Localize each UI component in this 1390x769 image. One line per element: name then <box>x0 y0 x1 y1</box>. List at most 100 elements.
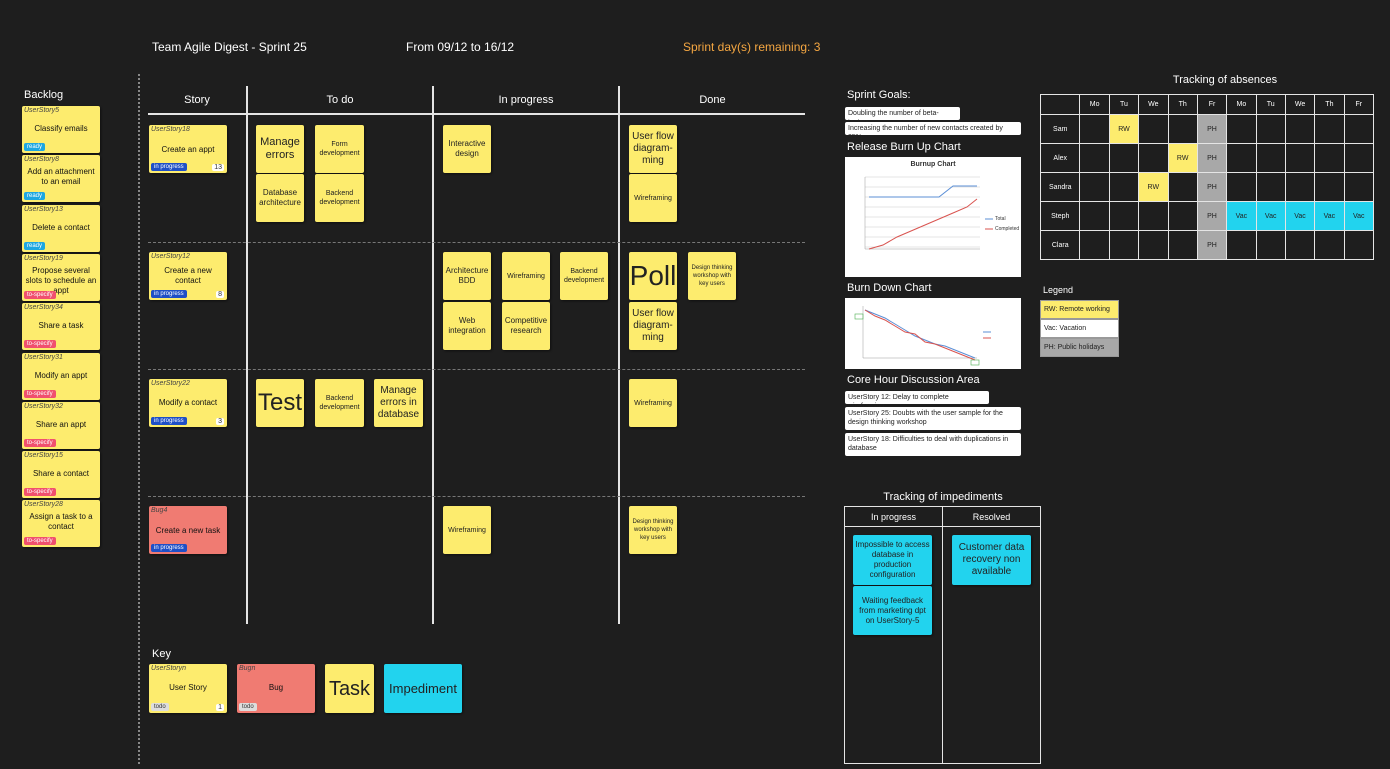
absence-cell <box>1226 114 1257 144</box>
task-label: Wireframing <box>507 272 545 280</box>
status-badge: in progress <box>151 417 187 425</box>
absence-cell <box>1343 114 1375 144</box>
sprint-goals-title: Sprint Goals: <box>847 89 911 101</box>
absence-cell: PH <box>1196 114 1228 144</box>
burndown-title: Burn Down Chart <box>847 282 932 294</box>
impediment-card[interactable]: Impossible to access database in product… <box>853 535 932 585</box>
absence-cell: PH <box>1196 143 1228 173</box>
task-card[interactable]: Poll <box>629 252 677 300</box>
story-id: UserStory18 <box>151 126 190 133</box>
row-separator <box>148 369 805 370</box>
bug-card[interactable]: Bug4 Create a new task in progress <box>149 506 227 554</box>
task-label: Form development <box>319 141 360 157</box>
absences-title: Tracking of absences <box>1172 74 1278 86</box>
task-label: Test <box>258 389 303 416</box>
impediments-col-inprogress: In progress <box>870 512 917 522</box>
backlog-separator <box>138 74 140 764</box>
absence-cell: Vac <box>1314 201 1345 231</box>
task-card[interactable]: Web integration <box>443 302 491 350</box>
bug-id: Bug4 <box>151 507 168 514</box>
story-title: Classify emails <box>34 124 88 133</box>
impediments-divider <box>942 506 943 764</box>
backlog-card[interactable]: UserStory28 Assign a task to a contact to-… <box>22 500 100 548</box>
task-card[interactable]: Interactive design <box>443 125 491 173</box>
key-user-story: UserStoryn User Story todo 1 <box>149 664 227 713</box>
key-task: Task <box>325 664 374 713</box>
task-card[interactable]: Database architecture <box>256 174 304 222</box>
task-card[interactable]: Wireframing <box>629 379 677 427</box>
person-name: Sandra <box>1039 172 1081 202</box>
absence-cell: PH <box>1196 172 1228 202</box>
task-label: Backend development <box>563 268 605 284</box>
status-badge: todo <box>239 703 257 711</box>
day-header: We <box>1284 94 1316 115</box>
backlog-card[interactable]: UserStory5 Classify emails ready <box>22 106 100 153</box>
task-card[interactable]: Backend development <box>315 174 364 222</box>
backlog-card[interactable]: UserStory15 Share a contact to-specify <box>22 451 100 499</box>
status-badge: in progress <box>151 163 187 171</box>
story-title: Share a task <box>38 321 84 331</box>
task-label: Design thinking workshop with key users <box>632 519 674 541</box>
status-badge: todo <box>151 703 169 711</box>
story-points: 1 <box>216 704 224 711</box>
backlog-card[interactable]: UserStory19 Propose several slots to sche… <box>22 253 100 301</box>
board-header-line <box>148 113 805 115</box>
story-card[interactable]: UserStory12 Create a new contact in prog… <box>149 252 227 300</box>
absence-cell <box>1343 143 1375 173</box>
task-card[interactable]: Design thinking workshop with key users <box>688 252 736 300</box>
task-card[interactable]: Test <box>256 379 304 427</box>
story-title: Assign a task to a contact <box>29 512 93 532</box>
absence-cell <box>1138 230 1169 260</box>
story-id: UserStory12 <box>151 253 190 260</box>
story-card[interactable]: UserStory22 Modify a contact in progress… <box>149 379 227 427</box>
task-card[interactable]: Backend development <box>315 379 364 427</box>
backlog-card[interactable]: UserStory32 Share an appt to-specify <box>22 401 100 449</box>
key-title: Key <box>152 648 171 660</box>
discussion-item[interactable]: UserStory 25: Doubts with the user sampl… <box>845 407 1021 430</box>
task-card[interactable]: Backend development <box>560 252 608 300</box>
impediment-text: Impossible to access database in product… <box>855 540 930 579</box>
absence-cell <box>1138 114 1169 144</box>
task-card[interactable]: Wireframing <box>502 252 550 300</box>
backlog-card[interactable]: UserStory31 Modify an appt to-specify <box>22 352 100 400</box>
story-title: Modify an appt <box>34 370 88 380</box>
task-card[interactable]: Design thinking workshop with key users <box>629 506 677 554</box>
impediment-card[interactable]: Waiting feedback from marketing dpt on U… <box>853 586 932 635</box>
task-card[interactable]: User flow diagram-ming <box>629 125 677 173</box>
story-id: UserStoryn <box>151 665 187 672</box>
task-card[interactable]: Architecture BDD <box>443 252 491 300</box>
task-card[interactable]: Wireframing <box>629 174 677 222</box>
task-card[interactable]: User flow diagram-ming <box>629 302 677 350</box>
story-title: Add an attachment to an email <box>27 167 95 187</box>
story-title: Share a contact <box>32 469 90 479</box>
absence-cell <box>1255 172 1286 202</box>
backlog-card[interactable]: UserStory8 Add an attachment to an email r… <box>22 155 100 203</box>
task-card[interactable]: Form development <box>315 125 364 173</box>
impediments-title: Tracking of impediments <box>883 491 1003 503</box>
task-card[interactable]: Wireframing <box>443 506 491 554</box>
person-name: Clara <box>1039 230 1081 260</box>
impediment-card[interactable]: Customer data recovery non available <box>952 535 1031 585</box>
task-label: Wireframing <box>634 194 672 202</box>
task-card[interactable]: Manage errors <box>256 125 304 173</box>
task-label: Backend development <box>319 395 360 411</box>
day-header: Mo <box>1079 94 1110 115</box>
story-card[interactable]: UserStory18 Create an appt in progress 1… <box>149 125 227 173</box>
discussion-item[interactable]: UserStory 12: Delay to complete wirefram… <box>845 391 989 410</box>
backlog-card[interactable]: UserStory34 Share a task to-specify <box>22 303 100 351</box>
discussion-item[interactable]: UserStory 18: Difficulties to deal with … <box>845 433 1021 456</box>
absence-cell <box>1314 172 1345 202</box>
task-card[interactable]: Manage errors in database <box>374 379 423 427</box>
person-name: Alex <box>1039 143 1081 173</box>
impediment-text: Customer data recovery non available <box>958 542 1025 577</box>
story-id: UserStory31 <box>24 353 63 361</box>
task-card[interactable]: Competitive research <box>502 302 550 350</box>
burnup-title: Release Burn Up Chart <box>847 141 961 153</box>
backlog-card[interactable]: UserStory13 Delete a contact ready <box>22 204 100 252</box>
story-points: 13 <box>212 164 224 171</box>
burnup-chart-title: Burnup Chart <box>910 161 956 168</box>
task-label: Manage errors <box>260 136 300 161</box>
sprint-goal: Doubling the number of beta-testers <box>845 107 960 126</box>
task-label: Web integration <box>448 316 486 335</box>
burnup-plot <box>864 176 993 250</box>
